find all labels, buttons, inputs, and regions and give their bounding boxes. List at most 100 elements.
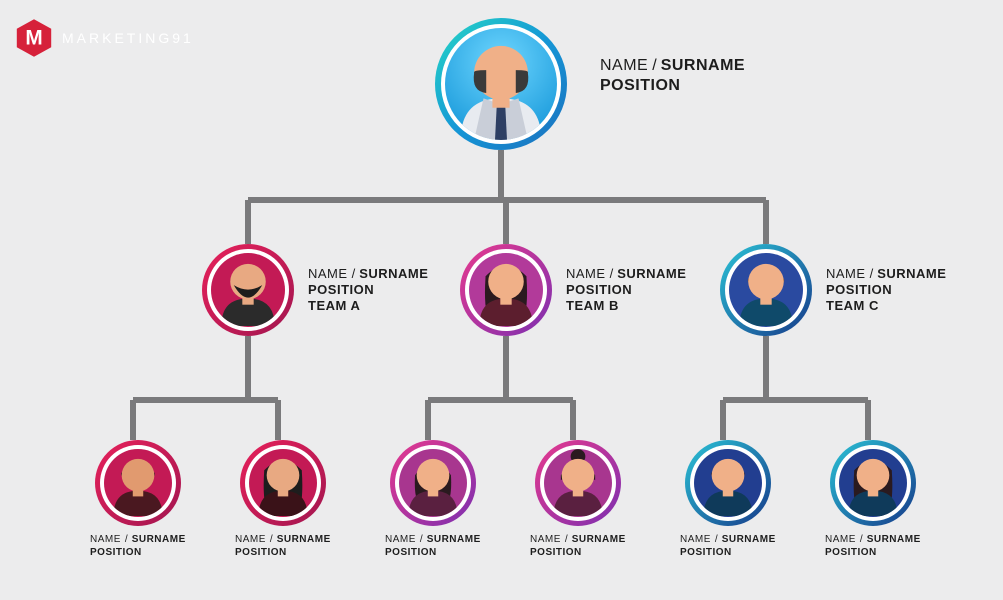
- connector-vertical: [570, 400, 576, 440]
- node-surname: SURNAME: [572, 534, 626, 547]
- org-node-leaf: NAME / SURNAMEPOSITION: [90, 440, 186, 559]
- node-name: NAME: [235, 534, 266, 547]
- node-label: NAME / SURNAMEPOSITION: [385, 534, 481, 559]
- avatar-ring: [240, 440, 326, 526]
- avatar-inner: [544, 449, 612, 517]
- node-surname: SURNAME: [427, 534, 481, 547]
- avatar-ring-gap: [100, 445, 176, 521]
- avatar-ring: [720, 244, 812, 336]
- org-node-leaf: NAME / SURNAMEPOSITION: [680, 440, 776, 559]
- avatar-ring-gap: [207, 249, 289, 331]
- node-surname: SURNAME: [132, 534, 186, 547]
- avatar-inner: [399, 449, 467, 517]
- avatar-ring-gap: [465, 249, 547, 331]
- node-slash: /: [352, 266, 356, 282]
- avatar-ring-gap: [441, 24, 561, 144]
- avatar-ring: [535, 440, 621, 526]
- org-node-leaf: NAME / SURNAMEPOSITION: [530, 440, 626, 559]
- node-slash: /: [870, 266, 874, 282]
- node-name: NAME: [680, 534, 711, 547]
- node-slash: /: [565, 534, 568, 547]
- node-slash: /: [652, 56, 656, 76]
- connector-vertical: [245, 336, 251, 400]
- avatar-inner: [211, 253, 285, 327]
- avatar-inner: [469, 253, 543, 327]
- avatar-ring: [202, 244, 294, 336]
- avatar-ring: [390, 440, 476, 526]
- node-label: NAME / SURNAMEPOSITION: [90, 534, 186, 559]
- node-name: NAME: [90, 534, 121, 547]
- node-name: NAME: [566, 266, 606, 282]
- node-position: POSITION: [235, 547, 331, 560]
- avatar-inner: [839, 449, 907, 517]
- node-surname: SURNAME: [867, 534, 921, 547]
- node-label: NAME/SURNAMEPOSITIONTEAM B: [566, 266, 686, 315]
- org-chart-stage: NAME/SURNAMEPOSITION NAME/SURNAMEPOSITIO…: [0, 0, 1003, 600]
- avatar-inner: [104, 449, 172, 517]
- node-label: NAME / SURNAMEPOSITION: [235, 534, 331, 559]
- avatar-ring: [460, 244, 552, 336]
- node-name: NAME: [826, 266, 866, 282]
- connector-vertical: [275, 400, 281, 440]
- connector-vertical: [763, 336, 769, 400]
- node-position: POSITION: [530, 547, 626, 560]
- avatar-ring-gap: [540, 445, 616, 521]
- node-position: POSITION: [825, 547, 921, 560]
- node-label: NAME/SURNAMEPOSITIONTEAM A: [308, 266, 428, 315]
- node-slash: /: [125, 534, 128, 547]
- avatar-ring: [685, 440, 771, 526]
- node-position: POSITION: [385, 547, 481, 560]
- node-position: POSITION: [566, 282, 686, 298]
- avatar-inner: [729, 253, 803, 327]
- node-surname: SURNAME: [617, 266, 686, 282]
- node-position: POSITION: [826, 282, 946, 298]
- node-team: TEAM C: [826, 298, 946, 314]
- org-node-manager: NAME/SURNAMEPOSITIONTEAM B: [460, 244, 686, 336]
- node-surname: SURNAME: [722, 534, 776, 547]
- node-name: NAME: [530, 534, 561, 547]
- node-slash: /: [420, 534, 423, 547]
- org-node-ceo-label: NAME/SURNAMEPOSITION: [600, 56, 745, 96]
- node-name: NAME: [385, 534, 416, 547]
- connector-vertical: [498, 150, 504, 200]
- connector-vertical: [503, 336, 509, 400]
- connector-horizontal: [723, 397, 868, 403]
- node-name: NAME: [600, 56, 648, 76]
- node-label: NAME / SURNAMEPOSITION: [530, 534, 626, 559]
- node-slash: /: [270, 534, 273, 547]
- avatar-ring-gap: [835, 445, 911, 521]
- avatar-ring: [830, 440, 916, 526]
- node-position: POSITION: [308, 282, 428, 298]
- node-team: TEAM A: [308, 298, 428, 314]
- connector-horizontal: [133, 397, 278, 403]
- avatar-inner: [694, 449, 762, 517]
- node-surname: SURNAME: [359, 266, 428, 282]
- connector-vertical: [865, 400, 871, 440]
- connector-vertical: [503, 200, 509, 244]
- avatar-ring: [95, 440, 181, 526]
- node-name: NAME: [825, 534, 856, 547]
- org-node-ceo: [435, 18, 567, 150]
- org-node-leaf: NAME/SURNAMEPOSITION: [825, 440, 921, 559]
- node-position: POSITION: [90, 547, 186, 560]
- node-name: NAME: [308, 266, 348, 282]
- node-slash: /: [610, 266, 614, 282]
- node-label: NAME/SURNAMEPOSITIONTEAM C: [826, 266, 946, 315]
- node-position: POSITION: [600, 76, 745, 96]
- connector-vertical: [130, 400, 136, 440]
- org-node-leaf: NAME / SURNAMEPOSITION: [385, 440, 481, 559]
- node-slash: /: [715, 534, 718, 547]
- node-surname: SURNAME: [277, 534, 331, 547]
- avatar-inner: [445, 28, 557, 140]
- connector-vertical: [425, 400, 431, 440]
- node-label: NAME/SURNAMEPOSITION: [825, 534, 921, 559]
- node-position: POSITION: [680, 547, 776, 560]
- connector-vertical: [245, 200, 251, 244]
- avatar-ring-gap: [725, 249, 807, 331]
- avatar-ring-gap: [245, 445, 321, 521]
- avatar-ring-gap: [395, 445, 471, 521]
- connector-vertical: [763, 200, 769, 244]
- node-label: NAME / SURNAMEPOSITION: [680, 534, 776, 559]
- node-surname: SURNAME: [877, 266, 946, 282]
- avatar-inner: [249, 449, 317, 517]
